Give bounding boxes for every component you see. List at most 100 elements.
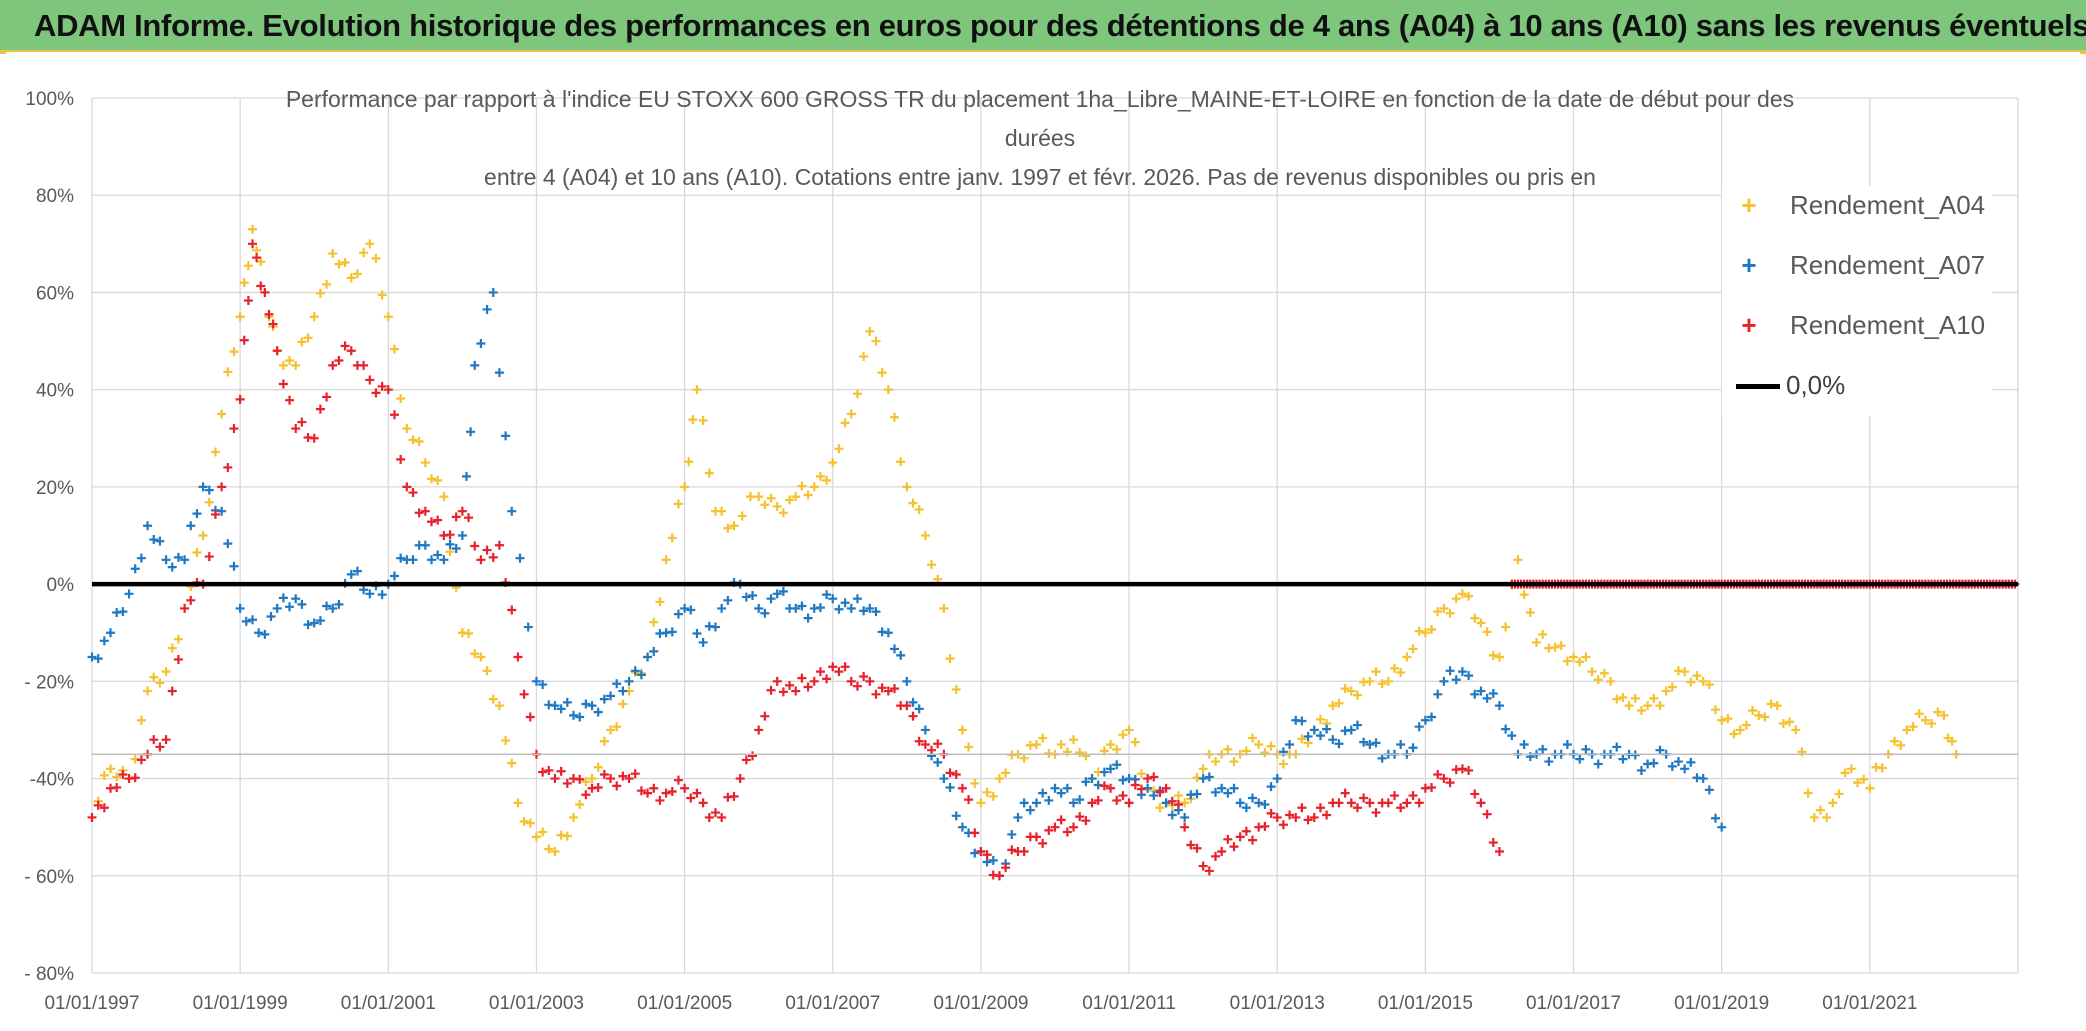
data-point — [143, 686, 153, 696]
data-point — [1562, 656, 1572, 666]
data-point — [1075, 748, 1085, 758]
data-point — [1575, 657, 1585, 667]
data-point — [933, 739, 943, 749]
data-point — [1445, 608, 1455, 618]
data-point — [173, 654, 183, 664]
data-point — [1365, 798, 1375, 808]
line-marker-icon — [1736, 384, 1780, 389]
data-point — [223, 367, 233, 377]
data-point — [1297, 803, 1307, 813]
data-point — [118, 607, 128, 617]
data-point — [859, 606, 869, 616]
data-point — [466, 427, 476, 437]
data-point — [717, 812, 727, 822]
data-point — [1291, 812, 1301, 822]
data-point — [1599, 668, 1609, 678]
y-tick-label: 60% — [36, 283, 74, 304]
data-point — [1352, 720, 1362, 730]
y-tick-label: 20% — [36, 478, 74, 499]
data-point — [531, 676, 541, 686]
data-point — [1377, 753, 1387, 763]
data-point — [791, 492, 801, 502]
data-point — [494, 701, 504, 711]
data-point — [217, 409, 227, 419]
data-point — [1075, 795, 1085, 805]
data-point — [239, 278, 249, 288]
data-point — [192, 548, 202, 558]
data-point — [945, 768, 955, 778]
data-point — [383, 385, 393, 395]
data-point — [507, 506, 517, 516]
data-point — [970, 778, 980, 788]
data-point — [760, 711, 770, 721]
data-point — [741, 592, 751, 602]
data-point — [1476, 686, 1486, 696]
data-point — [243, 261, 253, 271]
data-point — [383, 312, 393, 322]
data-point — [840, 662, 850, 672]
data-point — [1673, 757, 1683, 767]
data-point — [1303, 815, 1313, 825]
data-point — [1217, 783, 1227, 793]
data-point — [1136, 769, 1146, 779]
data-point — [204, 485, 214, 495]
data-point — [1482, 627, 1492, 637]
data-point — [285, 356, 295, 365]
data-point — [624, 676, 634, 686]
data-point — [1519, 740, 1529, 750]
data-point — [717, 603, 727, 613]
data-point — [1019, 846, 1029, 856]
data-point — [1562, 740, 1572, 750]
data-point — [235, 603, 245, 613]
data-point — [1248, 793, 1258, 803]
data-point — [581, 699, 591, 709]
data-point — [1439, 676, 1449, 686]
data-point — [649, 646, 659, 656]
data-point — [1149, 791, 1159, 801]
data-point — [519, 689, 529, 699]
data-point — [1760, 712, 1770, 722]
data-point — [99, 803, 109, 813]
data-point — [982, 850, 992, 860]
data-point — [389, 571, 399, 581]
data-point — [883, 628, 893, 638]
data-point — [809, 482, 819, 492]
data-point — [1112, 744, 1122, 754]
data-point — [649, 783, 659, 793]
data-point — [809, 676, 819, 686]
data-point — [581, 790, 591, 800]
data-point — [439, 492, 449, 502]
data-point — [414, 437, 424, 447]
data-point — [871, 336, 881, 346]
data-point — [1414, 798, 1424, 808]
data-point — [1248, 835, 1258, 845]
data-point — [210, 509, 220, 519]
data-point — [106, 764, 116, 774]
data-point — [766, 594, 776, 604]
data-point — [1402, 798, 1412, 808]
data-point — [785, 680, 795, 690]
data-point — [1136, 784, 1146, 794]
data-point — [420, 506, 430, 516]
data-point — [1704, 680, 1714, 690]
data-point — [575, 774, 585, 784]
data-point — [772, 501, 782, 511]
data-point — [476, 338, 486, 348]
data-point — [1408, 644, 1418, 654]
data-point — [618, 686, 628, 696]
data-point — [1106, 783, 1116, 793]
data-point — [303, 620, 313, 630]
data-point — [951, 811, 961, 821]
data-point — [1390, 791, 1400, 801]
data-point — [1822, 812, 1832, 822]
data-point — [439, 555, 449, 565]
data-point — [1741, 720, 1751, 730]
data-point — [1025, 805, 1035, 815]
legend-label-a07: Rendement_A07 — [1790, 250, 1986, 280]
data-point — [402, 424, 412, 434]
data-point — [1383, 676, 1393, 686]
data-point — [99, 770, 109, 780]
data-point — [1235, 798, 1245, 808]
data-point — [593, 782, 603, 792]
data-point — [112, 772, 122, 782]
